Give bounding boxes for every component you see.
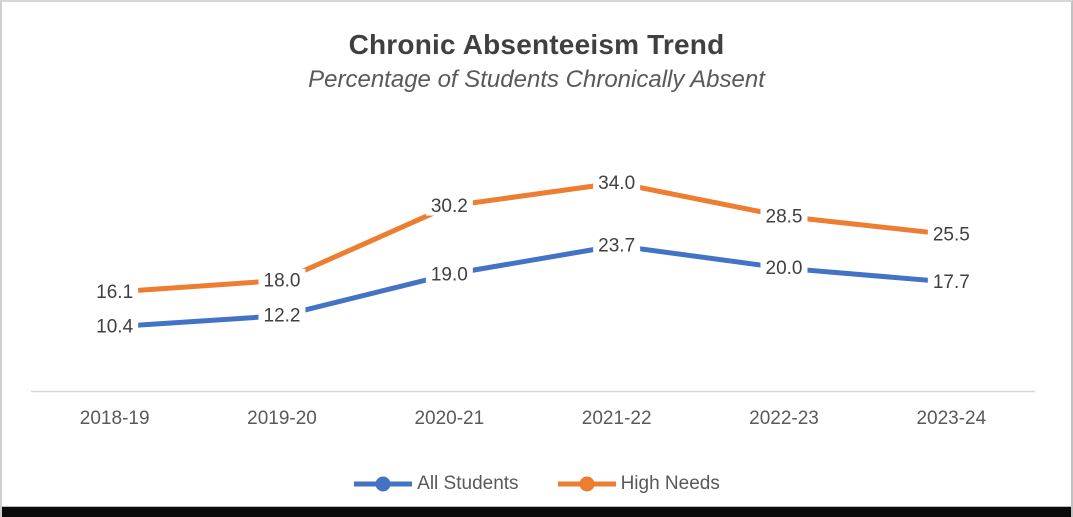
series-line-all-students [114,243,952,330]
window-bottom-edge [2,507,1071,517]
data-label-high-needs-2019-20: 18.0 [264,270,301,291]
legend-line-marker-icon [354,476,413,492]
data-label-high-needs-2020-21: 30.2 [431,196,468,217]
data-label-mask [927,223,975,245]
legend-line-marker-icon [557,476,616,492]
x-tick-label-2023-24: 2023-24 [916,408,986,429]
chart-legend: All Students High Needs [2,473,1071,495]
x-tick-label-2019-20: 2019-20 [247,408,317,429]
data-label-mask [91,315,139,337]
data-label-all-students-2023-24: 17.7 [933,272,970,293]
data-label-mask [425,262,473,284]
line-chart-plot-area: 2018-19 2019-20 2020-21 2021-22 2022-23 2023-… [31,171,1035,429]
data-label-mask [593,171,641,193]
data-label-all-students-2020-21: 19.0 [431,264,468,285]
x-tick-label-2018-19: 2018-19 [80,408,150,429]
series-line-high-needs [114,180,952,295]
data-label-mask [258,268,306,290]
legend-label: All Students [417,473,519,494]
data-label-mask [258,304,306,326]
data-label-all-students-2021-22: 23.7 [598,236,635,257]
data-label-mask [425,194,473,216]
data-label-all-students-2019-20: 12.2 [264,306,301,327]
data-label-mask [593,234,641,256]
data-label-high-needs-2022-23: 28.5 [766,206,803,227]
x-tick-label-2021-22: 2021-22 [582,408,652,429]
data-label-mask [760,256,808,278]
chart-title: Chronic Absenteeism Trend [348,29,725,60]
legend-item-high-needs: High Needs [557,473,720,495]
data-label-high-needs-2018-19: 16.1 [96,282,133,303]
data-label-mask [927,270,975,292]
legend-label: High Needs [620,473,720,494]
data-label-all-students-2018-19: 10.4 [96,317,133,338]
data-label-mask [760,204,808,226]
x-tick-label-2022-23: 2022-23 [749,408,819,429]
data-label-high-needs-2023-24: 25.5 [933,225,970,246]
data-label-all-students-2022-23: 20.0 [766,258,803,279]
window-bottom-divider [2,506,1071,507]
data-label-high-needs-2021-22: 34.0 [598,173,635,194]
legend-item-all-students: All Students [353,473,519,495]
data-label-mask [91,280,139,302]
chart-subtitle: Percentage of Students Chronically Absen… [308,66,765,93]
x-tick-label-2020-21: 2020-21 [414,408,484,429]
